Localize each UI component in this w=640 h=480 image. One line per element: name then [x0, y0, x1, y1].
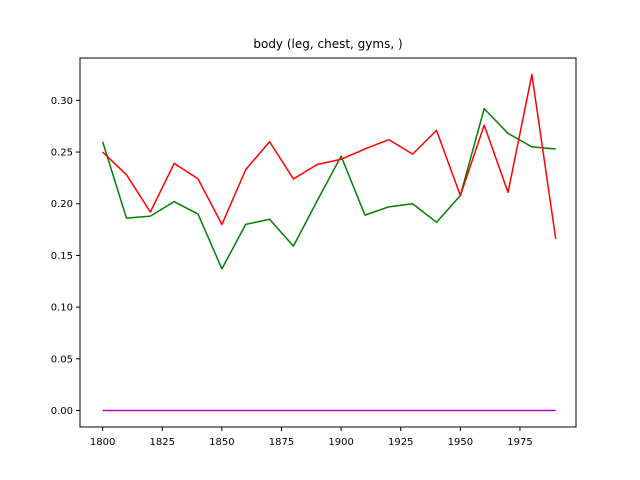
y-tick-label: 0.10: [51, 303, 73, 314]
series-line-1: [101, 107, 556, 270]
y-tick-label: 0.00: [51, 406, 73, 417]
x-tick-label: 1900: [328, 437, 353, 448]
y-tick-label: 0.15: [51, 251, 73, 262]
plot-frame: [79, 57, 577, 428]
x-tick-label: 1925: [388, 437, 413, 448]
x-tick-label: 1850: [209, 437, 234, 448]
series-line-2: [102, 73, 557, 239]
axes-layer: 1800 1825 1850 1875 1900 1925 1950 1975 0.00 0.05…: [51, 96, 533, 448]
y-tick-label: 0.05: [51, 354, 73, 365]
x-tick-label: 1800: [90, 437, 115, 448]
series-layer: [101, 73, 557, 412]
y-tick-label: 0.30: [51, 96, 73, 107]
x-tick-label: 1875: [269, 437, 294, 448]
x-tick-label: 1950: [448, 437, 473, 448]
y-tick-label: 0.20: [51, 199, 73, 210]
y-tick-label: 0.25: [51, 148, 73, 159]
x-tick-label: 1975: [507, 437, 532, 448]
x-tick-label: 1825: [150, 437, 175, 448]
chart-title: body (leg, chest, gyms, ): [253, 37, 402, 51]
